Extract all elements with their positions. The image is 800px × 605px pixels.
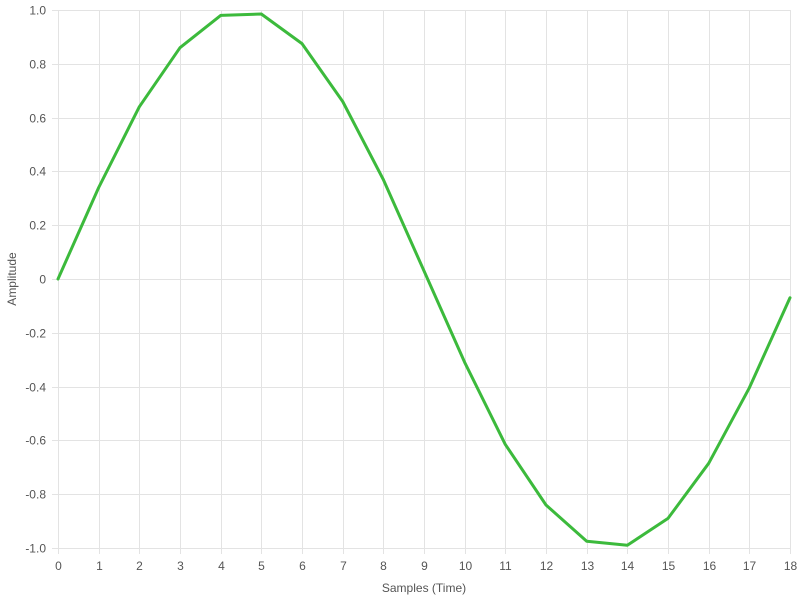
y-tick-label: 0.8 — [29, 58, 46, 72]
x-axis-tick-labels: 0 1 2 3 4 5 6 7 8 9 10 11 12 13 14 15 16 17 18 — [55, 559, 797, 573]
x-tick-label: 4 — [218, 559, 225, 573]
x-tick-label: 12 — [540, 559, 554, 573]
y-tick-label: 0 — [39, 273, 46, 287]
y-tick-label: -1.0 — [25, 542, 46, 556]
y-tick-label: -0.8 — [25, 488, 46, 502]
data-point — [382, 179, 384, 180]
data-point — [789, 297, 791, 299]
data-point — [748, 387, 750, 389]
x-tick-label: 8 — [380, 559, 387, 573]
data-point — [342, 101, 344, 102]
x-tick-label: 10 — [459, 559, 473, 573]
data-point — [545, 504, 547, 506]
x-tick-label: 17 — [743, 559, 757, 573]
y-axis-tick-labels: 1.0 0.8 0.6 0.4 0.2 0 -0.2 -0.4 -0.6 -0.8 -1.0 — [25, 4, 46, 556]
y-tick-label: 0.2 — [29, 219, 46, 233]
x-tick-label: 1 — [96, 559, 103, 573]
data-point — [301, 43, 303, 45]
data-point — [667, 517, 669, 519]
data-point — [98, 187, 100, 188]
y-tick-label: -0.6 — [25, 434, 46, 448]
x-tick-label: 11 — [499, 559, 512, 573]
x-tick-label: 15 — [662, 559, 676, 573]
tick-marks — [52, 10, 791, 554]
x-tick-label: 7 — [340, 559, 347, 573]
data-point — [708, 462, 710, 464]
x-tick-label: 3 — [177, 559, 184, 573]
y-axis-title: Amplitude — [5, 252, 19, 306]
data-point — [220, 14, 222, 16]
data-point — [626, 544, 628, 546]
data-point — [57, 278, 59, 280]
y-tick-label: -0.2 — [25, 327, 46, 341]
data-point — [504, 443, 506, 445]
grid — [58, 10, 791, 549]
data-point — [423, 270, 425, 272]
y-tick-label: 0.4 — [29, 165, 46, 179]
x-tick-label: 9 — [421, 559, 428, 573]
data-point — [138, 106, 140, 108]
data-point — [179, 47, 181, 49]
data-point — [464, 361, 466, 363]
x-tick-label: 18 — [784, 559, 798, 573]
x-tick-label: 0 — [55, 559, 62, 573]
y-tick-label: 0.6 — [29, 112, 46, 126]
x-tick-label: 13 — [581, 559, 595, 573]
series-layer — [56, 12, 792, 547]
x-tick-label: 14 — [621, 559, 635, 573]
x-tick-label: 5 — [258, 559, 265, 573]
y-tick-label: 1.0 — [29, 4, 46, 18]
data-point — [586, 540, 588, 542]
data-point — [260, 13, 262, 15]
x-tick-label: 2 — [136, 559, 143, 573]
x-axis-title: Samples (Time) — [382, 581, 466, 595]
x-tick-label: 16 — [703, 559, 717, 573]
y-tick-label: -0.4 — [25, 381, 46, 395]
x-tick-label: 6 — [299, 559, 306, 573]
